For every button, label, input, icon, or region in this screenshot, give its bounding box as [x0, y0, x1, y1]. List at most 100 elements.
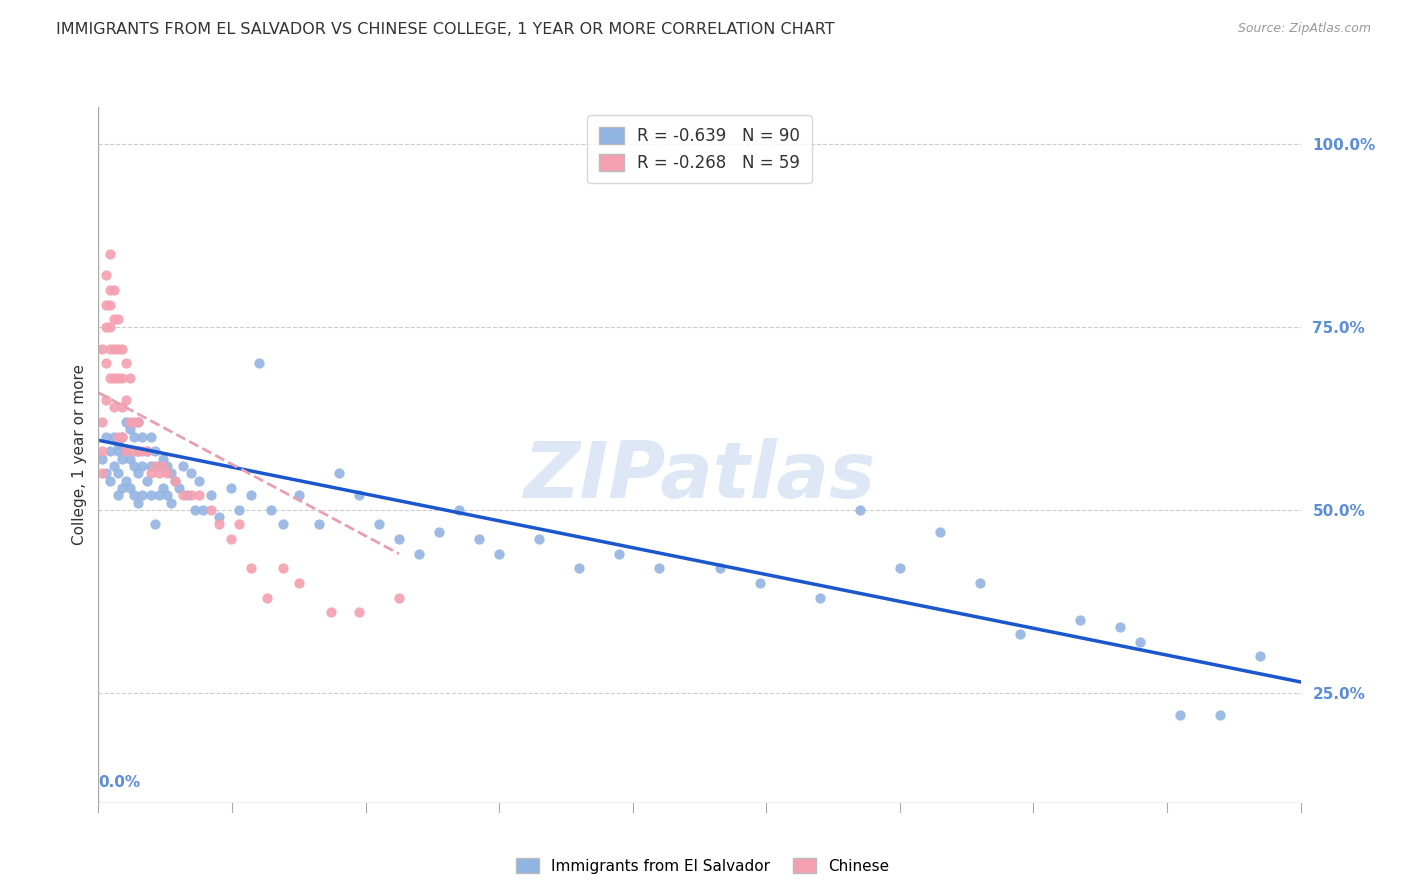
Point [96, 268, 118, 283]
Point [271, 561, 294, 575]
Point [124, 429, 146, 443]
Point [709, 561, 731, 575]
Point [447, 503, 470, 517]
Point [107, 312, 129, 326]
Point [111, 371, 134, 385]
Point [96, 319, 118, 334]
Point [100, 319, 122, 334]
Point [347, 606, 370, 620]
Point [388, 591, 411, 605]
Point [124, 444, 146, 458]
Point [180, 488, 202, 502]
Point [107, 444, 129, 458]
Point [111, 429, 134, 443]
Point [228, 517, 250, 532]
Point [139, 458, 162, 473]
Point [135, 444, 157, 458]
Point [120, 371, 142, 385]
Point [408, 547, 430, 561]
Text: 0.0%: 0.0% [98, 775, 141, 790]
Point [115, 474, 138, 488]
Point [91, 444, 114, 458]
Point [163, 474, 186, 488]
Point [1010, 627, 1032, 641]
Point [191, 503, 214, 517]
Point [128, 415, 150, 429]
Point [91, 467, 114, 481]
Point [288, 488, 311, 502]
Point [388, 532, 411, 546]
Point [159, 495, 181, 509]
Point [1170, 707, 1192, 722]
Point [100, 371, 122, 385]
Point [648, 561, 671, 575]
Point [148, 488, 170, 502]
Point [155, 467, 177, 481]
Point [172, 488, 194, 502]
Point [159, 467, 181, 481]
Point [128, 415, 150, 429]
Point [152, 481, 174, 495]
Point [131, 458, 153, 473]
Legend: Immigrants from El Salvador, Chinese: Immigrants from El Salvador, Chinese [510, 852, 896, 880]
Point [107, 467, 129, 481]
Point [115, 444, 138, 458]
Point [100, 246, 122, 260]
Point [100, 283, 122, 297]
Point [128, 467, 150, 481]
Point [969, 576, 991, 591]
Point [468, 532, 491, 546]
Point [889, 561, 911, 575]
Point [143, 444, 166, 458]
Point [96, 392, 118, 407]
Point [808, 591, 831, 605]
Point [163, 474, 186, 488]
Point [131, 488, 153, 502]
Point [152, 458, 174, 473]
Point [183, 503, 205, 517]
Point [271, 517, 294, 532]
Point [111, 401, 134, 415]
Point [131, 429, 153, 443]
Legend: R = -0.639   N = 90, R = -0.268   N = 59: R = -0.639 N = 90, R = -0.268 N = 59 [588, 115, 811, 184]
Point [120, 422, 142, 436]
Point [200, 503, 222, 517]
Point [152, 451, 174, 466]
Point [111, 451, 134, 466]
Point [200, 488, 222, 502]
Point [135, 474, 157, 488]
Point [100, 342, 122, 356]
Point [91, 342, 114, 356]
Point [143, 517, 166, 532]
Point [128, 444, 150, 458]
Point [115, 392, 138, 407]
Point [308, 517, 330, 532]
Point [208, 510, 231, 524]
Point [368, 517, 391, 532]
Point [256, 591, 278, 605]
Point [167, 481, 190, 495]
Point [155, 458, 177, 473]
Y-axis label: College, 1 year or more: College, 1 year or more [72, 365, 87, 545]
Point [107, 429, 129, 443]
Point [609, 547, 631, 561]
Point [103, 283, 125, 297]
Point [172, 458, 194, 473]
Point [208, 517, 231, 532]
Point [176, 488, 198, 502]
Text: Source: ZipAtlas.com: Source: ZipAtlas.com [1237, 22, 1371, 36]
Point [100, 474, 122, 488]
Point [427, 524, 450, 539]
Point [247, 356, 270, 370]
Point [135, 444, 157, 458]
Point [103, 342, 125, 356]
Point [1129, 634, 1152, 648]
Point [107, 437, 129, 451]
Point [219, 481, 242, 495]
Point [115, 356, 138, 370]
Point [929, 524, 952, 539]
Point [96, 467, 118, 481]
Point [748, 576, 770, 591]
Point [1250, 649, 1272, 664]
Point [139, 467, 162, 481]
